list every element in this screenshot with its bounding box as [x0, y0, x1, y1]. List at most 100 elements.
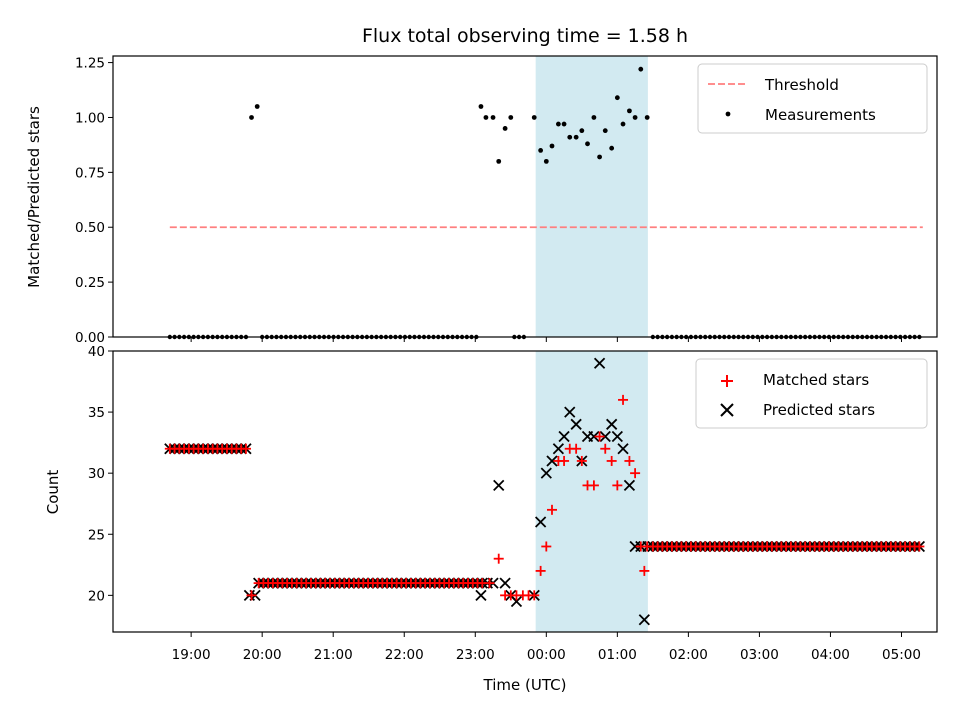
bottom-legend-box	[695, 358, 928, 429]
predicted-point	[593, 357, 606, 369]
measurement-point	[632, 115, 638, 120]
predicted-point	[558, 430, 570, 443]
bot-y-tick-label: 25	[88, 527, 105, 543]
top-legend-box	[697, 63, 928, 134]
predicted-point-b	[638, 614, 650, 626]
x-tick-label: 04:00	[811, 647, 850, 663]
predicted-point-b	[611, 430, 623, 443]
bot-y-tick-label: 20	[88, 588, 105, 604]
bottom-x-ticks: 19:00 20:00 21:00 22:00 23:00 00:00 01:00 02:00…	[172, 632, 921, 663]
predicted-point-b	[593, 357, 606, 369]
legend-threshold-label: Threshold	[764, 76, 839, 94]
predicted-point	[475, 589, 487, 601]
x-tick-label: 22:00	[385, 647, 424, 663]
matched-point	[588, 480, 599, 491]
bot-y-tick-label: 40	[88, 344, 105, 360]
measurement-point	[567, 134, 573, 140]
predicted-point-b	[499, 577, 511, 589]
top-y-tick-label: 0.25	[75, 275, 105, 291]
predicted-point	[606, 418, 618, 430]
matched-point	[559, 455, 570, 466]
matched-point	[624, 455, 635, 466]
matched-point	[546, 504, 557, 515]
matched-point	[914, 541, 925, 552]
matched-point	[642, 541, 653, 552]
bottom-y-axis-label: Count	[44, 470, 62, 515]
measurement-point	[638, 66, 644, 72]
predicted-point	[564, 406, 576, 418]
measurement-point	[573, 134, 579, 140]
measurement-point	[644, 115, 650, 120]
measurement-point	[602, 128, 608, 134]
predicted-point-b	[552, 443, 565, 455]
measurement-point	[249, 115, 254, 120]
predicted-point-b	[540, 467, 552, 479]
measurement-point	[627, 108, 632, 114]
measurement-point	[496, 158, 502, 164]
x-axis-label: Time (UTC)	[483, 676, 567, 694]
measurement-point	[531, 115, 537, 120]
chart-title: Flux total observing time = 1.58 h	[362, 25, 688, 47]
predicted-point	[588, 430, 600, 443]
x-tick-label: 20:00	[243, 647, 282, 663]
bot-y-tick-label: 35	[88, 405, 105, 421]
legend-matched-label: Matched stars	[763, 371, 869, 389]
x-tick-label: 05:00	[882, 647, 921, 663]
matched-point	[639, 565, 650, 576]
legend-predicted-label: Predicted stars	[763, 401, 875, 419]
measurement-point	[502, 126, 508, 131]
measurement-point	[585, 141, 590, 147]
matched-point	[600, 443, 611, 454]
matched-point	[493, 553, 504, 564]
measurement-point	[609, 145, 615, 151]
matched-point	[594, 431, 605, 442]
top-y-tick-label: 0.50	[75, 220, 105, 236]
measurement-point	[538, 147, 544, 153]
matched-point	[612, 480, 623, 491]
legend-measurements-label: Measurements	[765, 106, 876, 124]
matched-point	[576, 455, 587, 466]
x-tick-label: 19:00	[172, 647, 211, 663]
x-tick-label: 01:00	[598, 647, 637, 663]
top-legend: Threshold Measurements	[697, 63, 928, 134]
measurement-point	[543, 158, 549, 164]
legend-measurements-swatch	[725, 111, 731, 117]
measurement-point	[591, 115, 597, 120]
top-highlight-span	[535, 56, 648, 337]
measurement-point	[508, 115, 514, 120]
x-tick-label: 00:00	[527, 647, 566, 663]
top-axes-frame	[112, 55, 938, 338]
bot-y-tick-label: 30	[88, 466, 105, 482]
top-y-tick-label: 0.00	[75, 330, 105, 346]
top-y-ticks: 0.00 0.25 0.50 0.75 1.00 1.25	[75, 56, 113, 346]
matched-point	[246, 590, 257, 601]
bottom-y-ticks: 20 25 30 35 40	[88, 344, 113, 604]
top-y-axis-label: Matched/Predicted stars	[25, 106, 43, 288]
predicted-point	[499, 577, 511, 589]
bottom-axes-frame	[112, 350, 938, 633]
measurement-point	[579, 128, 585, 134]
predicted-point	[510, 595, 523, 608]
measurement-point	[549, 143, 555, 149]
predicted-point	[623, 479, 636, 492]
predicted-point-b	[606, 418, 618, 430]
predicted-point	[617, 443, 629, 455]
predicted-point-b	[570, 418, 582, 430]
top-y-tick-label: 1.00	[75, 110, 105, 126]
top-panel: 0.00 0.25 0.50 0.75 1.00 1.25 Matched/Predict…	[25, 55, 938, 346]
bottom-highlight-span	[535, 351, 648, 632]
predicted-point	[534, 516, 547, 528]
x-tick-label: 03:00	[740, 647, 779, 663]
bottom-panel: 20 25 30 35 40 19:00 20:00 21:00 22:00 23:00 00:0…	[44, 344, 938, 694]
predicted-point-b	[564, 406, 576, 418]
predicted-point	[493, 479, 505, 492]
top-y-tick-label: 0.75	[75, 165, 105, 181]
predicted-point	[540, 467, 552, 479]
measurement-point	[478, 104, 484, 109]
predicted-point	[570, 418, 582, 430]
measurement-point	[614, 95, 620, 101]
predicted-point-b	[510, 595, 523, 608]
measurement-point	[254, 104, 260, 109]
matched-point	[571, 443, 582, 454]
